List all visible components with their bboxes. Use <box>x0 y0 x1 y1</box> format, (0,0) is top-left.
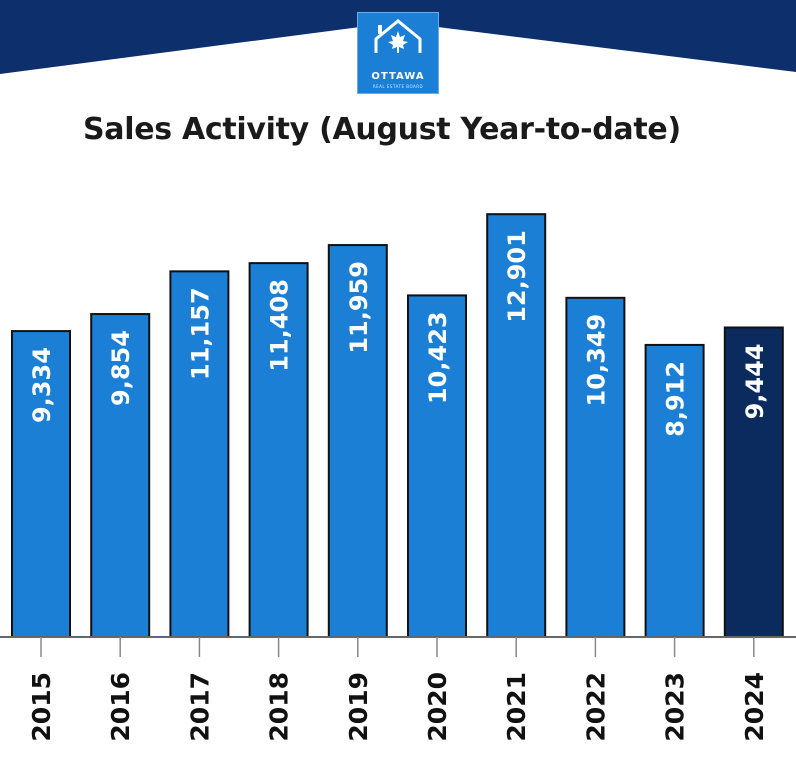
x-tick-label: 2016 <box>106 672 135 742</box>
x-tick-label: 2019 <box>344 672 373 742</box>
bar-2015[interactable] <box>11 330 71 638</box>
bar-value-label: 10,349 <box>582 314 610 407</box>
bar-2022[interactable] <box>565 296 626 638</box>
bar-value-label: 11,157 <box>186 287 214 380</box>
x-tick-label: 2020 <box>423 672 452 742</box>
bar-value-label: 11,959 <box>345 261 373 354</box>
bar-value-label: 11,408 <box>266 279 294 372</box>
header-banner <box>0 0 796 74</box>
bars: 9,334 9,854 11,157 11,408 11,959 10,423 12,901… <box>11 213 784 638</box>
x-tick-label: 2023 <box>661 672 690 742</box>
x-tick-label: 2021 <box>502 672 531 742</box>
x-tick-label: 2022 <box>581 672 610 742</box>
x-tick-label: 2018 <box>265 672 294 742</box>
bar-2024[interactable] <box>723 326 784 638</box>
bar-value-label: 12,901 <box>503 230 531 323</box>
house-maple-leaf-icon <box>374 19 422 53</box>
x-tick-label: 2015 <box>27 672 56 742</box>
logo-subtitle: REAL ESTATE BOARD <box>372 84 424 89</box>
x-axis-ticks: 2015 2016 2017 2018 2019 2020 2021 2022 2023 2024 <box>27 637 769 742</box>
ottawa-real-estate-board-logo[interactable]: OTTAWA REAL ESTATE BOARD <box>357 12 439 94</box>
bar-2020[interactable] <box>407 294 467 638</box>
bar-value-label: 9,334 <box>28 347 56 423</box>
x-tick-label: 2017 <box>185 672 214 742</box>
logo-wordmark: OTTAWA <box>371 71 425 82</box>
x-tick-label: 2024 <box>740 672 769 742</box>
bar-value-label: 10,423 <box>424 311 452 404</box>
bar-2021[interactable] <box>486 213 547 638</box>
bar-value-label: 9,444 <box>741 343 769 419</box>
chart-title: Sales Activity (August Year-to-date) <box>83 112 681 147</box>
bar-value-label: 8,912 <box>662 361 690 437</box>
bar-value-label: 9,854 <box>107 330 135 406</box>
bar-2019[interactable] <box>327 244 388 638</box>
